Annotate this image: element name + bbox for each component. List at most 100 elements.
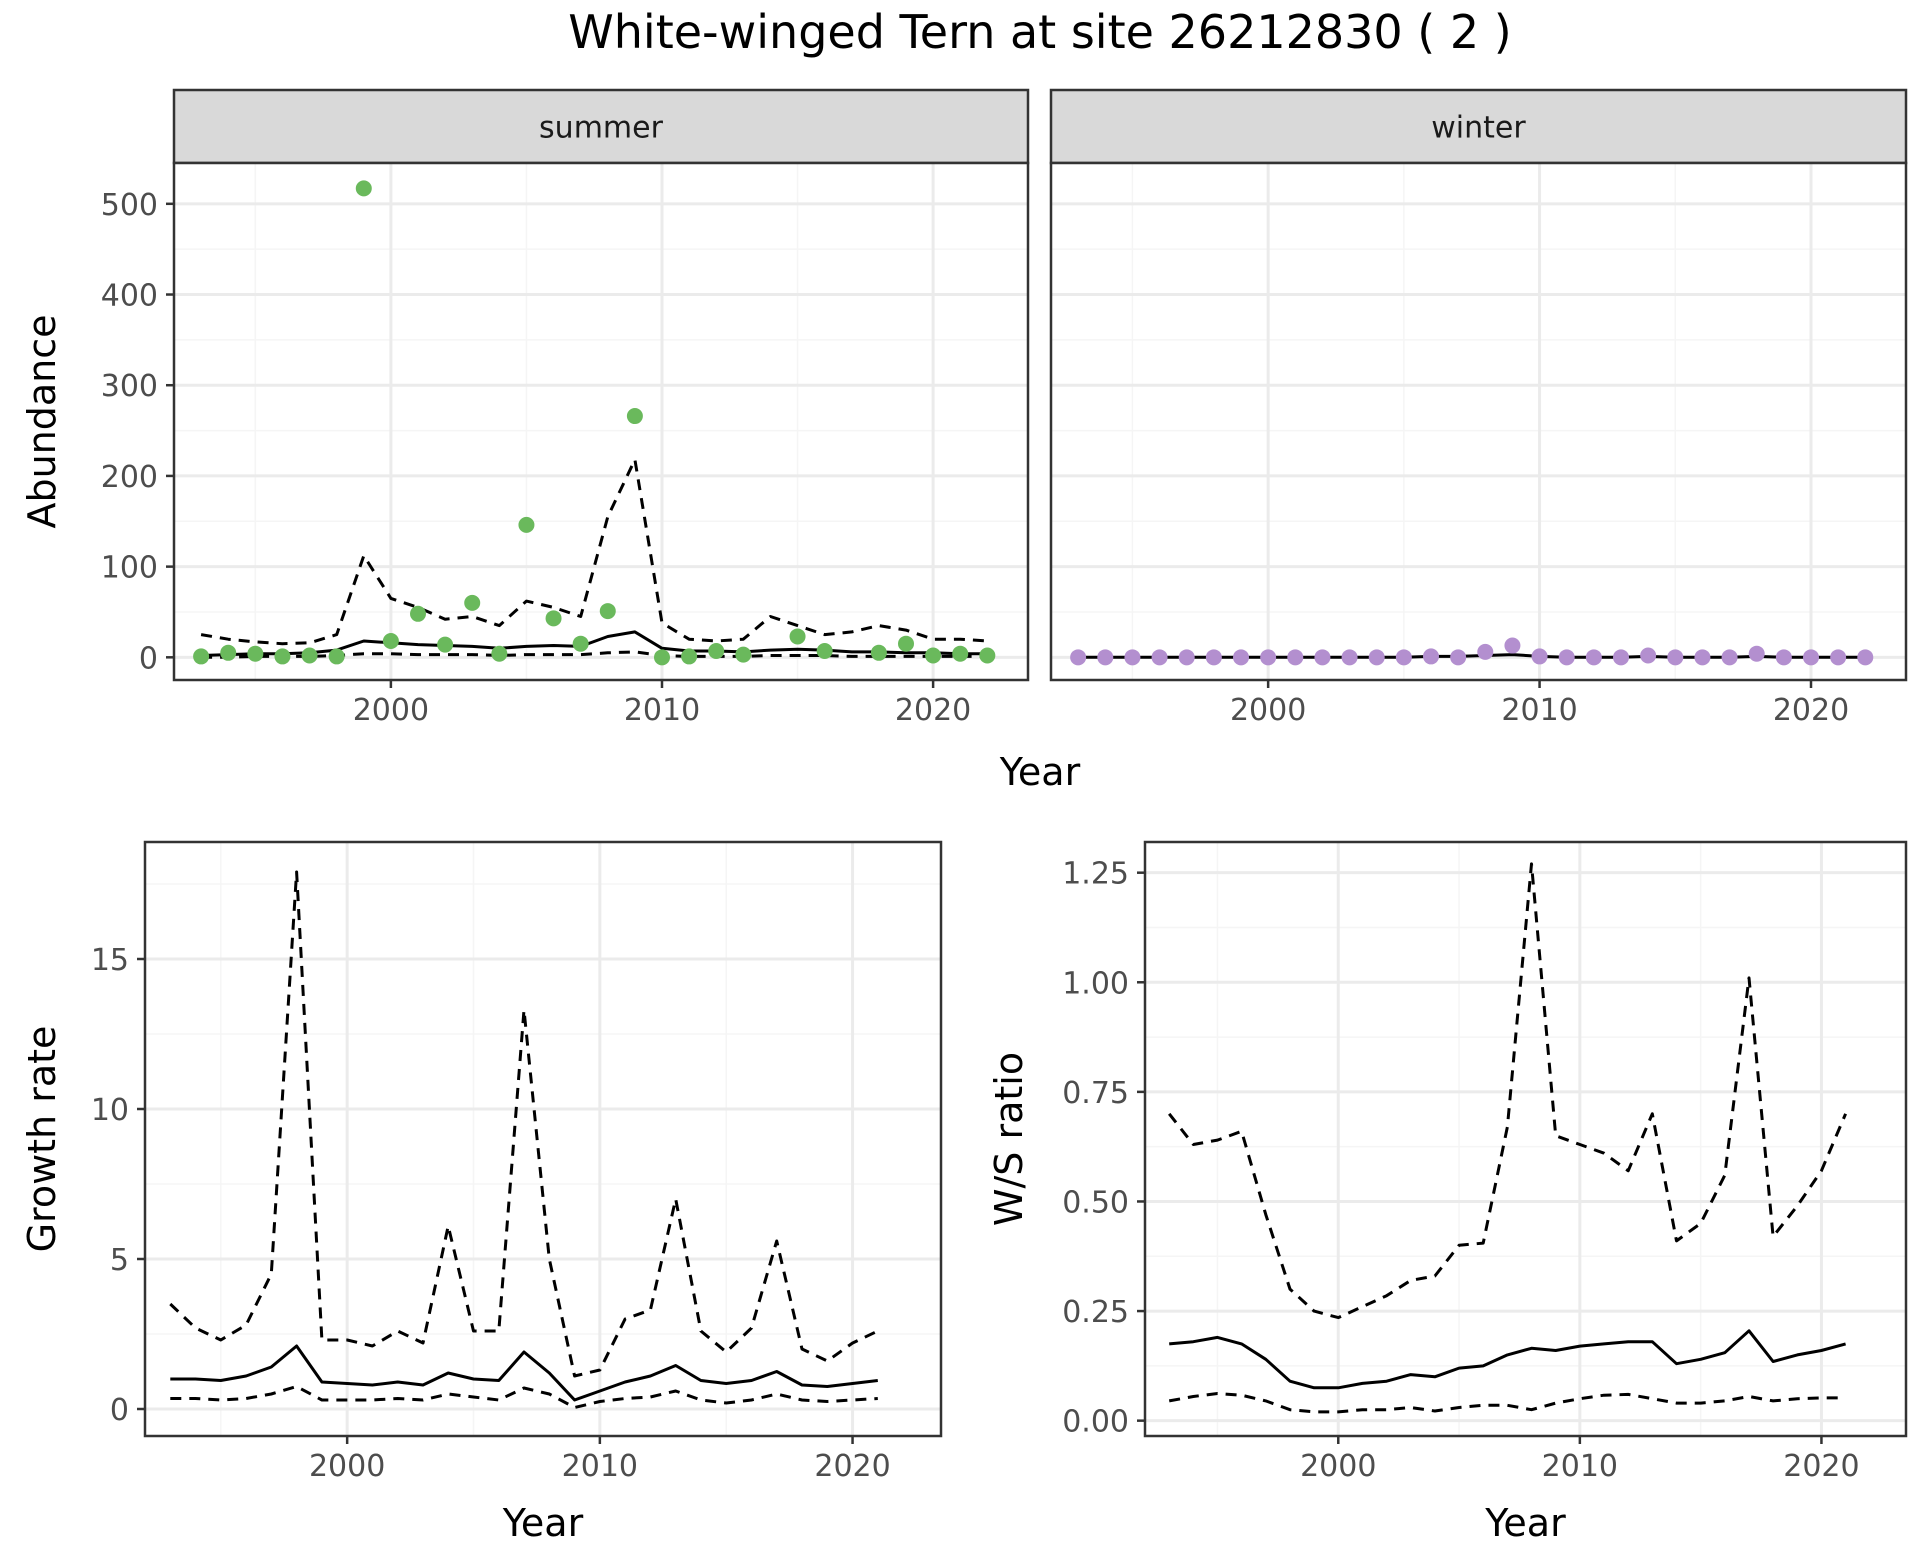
- abundance-x-axis-title: Year: [999, 750, 1081, 794]
- data-point: [1205, 649, 1222, 666]
- facet-summer: summer 2000 2010 2020 0 100 200 300 400 500: [101, 88, 1030, 728]
- data-point: [1830, 649, 1847, 666]
- data-point: [870, 644, 887, 661]
- x-tick-label: 2010: [1501, 693, 1577, 728]
- panel-ws-ratio: 2000 2010 2020 0.00 0.25 0.50 0.75 1.00 1.25: [1062, 840, 1908, 1484]
- panel-background: [145, 842, 941, 1436]
- y-tick-label: 100: [101, 551, 158, 586]
- data-point: [1423, 648, 1439, 665]
- y-tick-label: 400: [101, 279, 158, 314]
- data-point: [1233, 649, 1249, 666]
- panel-background: [174, 163, 1028, 680]
- data-point: [1640, 647, 1657, 664]
- ws-y-axis-title: W/S ratio: [987, 1052, 1031, 1226]
- data-point: [1721, 649, 1738, 666]
- data-point: [599, 603, 616, 620]
- panel-background: [1145, 842, 1906, 1436]
- data-point: [979, 647, 996, 664]
- growth-y-axis-title: Growth rate: [20, 1026, 64, 1253]
- data-point: [1124, 649, 1141, 666]
- interval-line: [201, 650, 988, 659]
- trend-line: [1169, 1329, 1846, 1390]
- data-point: [1260, 649, 1277, 666]
- data-point: [1585, 649, 1602, 666]
- data-point: [1341, 649, 1358, 666]
- data-point: [545, 610, 562, 627]
- data-point: [1450, 649, 1467, 666]
- data-point: [572, 635, 589, 652]
- data-point: [735, 646, 752, 663]
- data-point: [1775, 649, 1792, 666]
- data-point: [708, 642, 725, 659]
- strip-winter: [1049, 88, 1908, 165]
- data-point: [952, 645, 969, 662]
- panel-border: [143, 840, 943, 1438]
- data-point: [274, 648, 291, 665]
- data-point: [328, 648, 345, 665]
- data-point: [1477, 643, 1494, 660]
- figure-title: White-winged Tern at site 26212830 ( 2 ): [568, 5, 1511, 59]
- data-point: [220, 644, 237, 661]
- y-tick-label: 300: [101, 369, 158, 404]
- data-point: [464, 594, 481, 611]
- data-point: [1368, 649, 1385, 666]
- y-tick-label: 0.25: [1062, 1295, 1129, 1330]
- x-tick-label: 2020: [1783, 1449, 1859, 1484]
- y-tick-label: 10: [91, 1093, 129, 1128]
- x-tick-label: 2000: [1230, 693, 1306, 728]
- data-point: [301, 647, 318, 664]
- data-point: [1287, 649, 1304, 666]
- data-point: [789, 628, 806, 645]
- data-point: [1504, 637, 1521, 654]
- data-point: [1395, 649, 1412, 666]
- growth-x-axis-title: Year: [502, 1501, 584, 1545]
- data-point: [654, 649, 670, 666]
- interval-line: [1168, 1392, 1846, 1414]
- data-point: [491, 645, 508, 662]
- strip-winter-label: winter: [1431, 111, 1526, 146]
- data-point: [410, 605, 426, 622]
- data-point: [1857, 649, 1874, 666]
- data-point: [193, 648, 210, 665]
- y-tick-label: 0.75: [1062, 1076, 1129, 1111]
- x-tick-label: 2010: [624, 693, 700, 728]
- y-tick-label: 1.00: [1062, 966, 1129, 1001]
- panel-summer: 2000 2010 2020 0 100 200 300 400 500: [101, 161, 1030, 728]
- data-point: [898, 635, 914, 652]
- data-point: [1097, 649, 1114, 666]
- x-tick-label: 2020: [1773, 693, 1849, 728]
- x-tick-label: 2020: [895, 693, 971, 728]
- strip-summer: [172, 88, 1030, 165]
- data-point: [382, 632, 399, 649]
- x-tick-label: 2010: [562, 1449, 638, 1484]
- data-point: [355, 180, 372, 197]
- y-tick-label: 5: [110, 1243, 129, 1278]
- data-point: [1558, 649, 1575, 666]
- y-tick-label: 0: [139, 641, 158, 676]
- data-point: [1667, 649, 1684, 666]
- data-point: [437, 636, 454, 653]
- data-point: [1070, 649, 1087, 666]
- panel-growth-rate: 2000 2010 2020 0 5 10 15: [91, 840, 943, 1484]
- x-tick-label: 2020: [814, 1449, 890, 1484]
- panel-border: [172, 161, 1030, 682]
- panel-winter: 2000 2010 2020: [1049, 161, 1908, 728]
- data-point: [1613, 649, 1629, 666]
- y-tick-label: 0: [110, 1393, 129, 1428]
- data-point: [1178, 649, 1195, 666]
- data-point: [1748, 645, 1765, 662]
- trend-line: [170, 1344, 878, 1402]
- data-point: [1314, 649, 1331, 666]
- y-tick-label: 500: [101, 188, 158, 223]
- y-tick-label: 0.00: [1062, 1405, 1129, 1440]
- interval-line: [1168, 862, 1847, 1320]
- panel-border: [1049, 161, 1908, 682]
- data-point: [1803, 649, 1819, 666]
- data-point: [1694, 649, 1711, 666]
- data-point: [518, 516, 535, 533]
- x-tick-label: 2000: [1300, 1449, 1376, 1484]
- facet-winter: winter 2000 2010 2020: [1049, 88, 1908, 728]
- x-tick-label: 2000: [353, 693, 429, 728]
- data-point: [681, 648, 698, 665]
